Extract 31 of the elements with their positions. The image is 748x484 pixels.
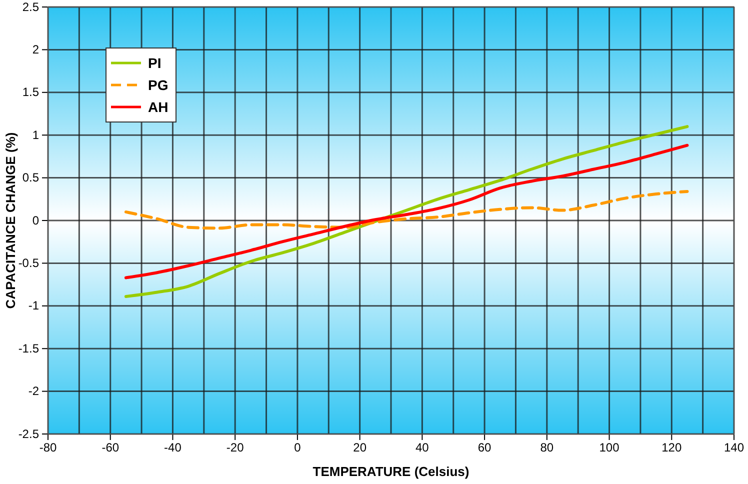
x-tick-label: 0 (294, 440, 302, 455)
x-tick-label: -80 (39, 440, 57, 455)
y-axis-title: CAPACITANCE CHANGE (%) (3, 132, 18, 309)
line-series (124, 144, 689, 280)
x-axis-title: TEMPERATURE (Celsius) (312, 464, 470, 479)
x-tick-label: -60 (102, 440, 120, 455)
y-tick-label: 0 (32, 213, 40, 228)
x-tick-label: 120 (662, 440, 682, 455)
y-tick-label: 2.5 (22, 0, 40, 14)
y-tick-label: -1.5 (18, 341, 40, 356)
y-tick-label: 0.5 (22, 170, 40, 185)
legend-label: PI (148, 55, 162, 71)
x-tick-label: 40 (416, 440, 430, 455)
legend-label: AH (148, 99, 168, 115)
line-series (124, 125, 689, 298)
x-tick-label: 60 (478, 440, 492, 455)
y-tick-label: 2 (32, 42, 40, 57)
x-tick-label: 80 (540, 440, 554, 455)
y-tick-label: -1 (28, 298, 40, 313)
y-tick-label: -0.5 (18, 256, 40, 270)
y-tick-label: -2 (28, 384, 40, 398)
legend-label: PG (148, 77, 168, 93)
x-tick-label: -20 (226, 440, 244, 455)
y-tick-label: -2.5 (18, 426, 40, 441)
x-tick-label: 140 (724, 440, 744, 455)
x-tick-label: 20 (353, 440, 367, 455)
line-series (124, 190, 689, 230)
x-tick-label: 100 (599, 440, 620, 455)
x-tick-label: -40 (164, 440, 182, 455)
y-tick-label: 1 (32, 128, 40, 142)
y-tick-label: 1.5 (22, 85, 40, 100)
